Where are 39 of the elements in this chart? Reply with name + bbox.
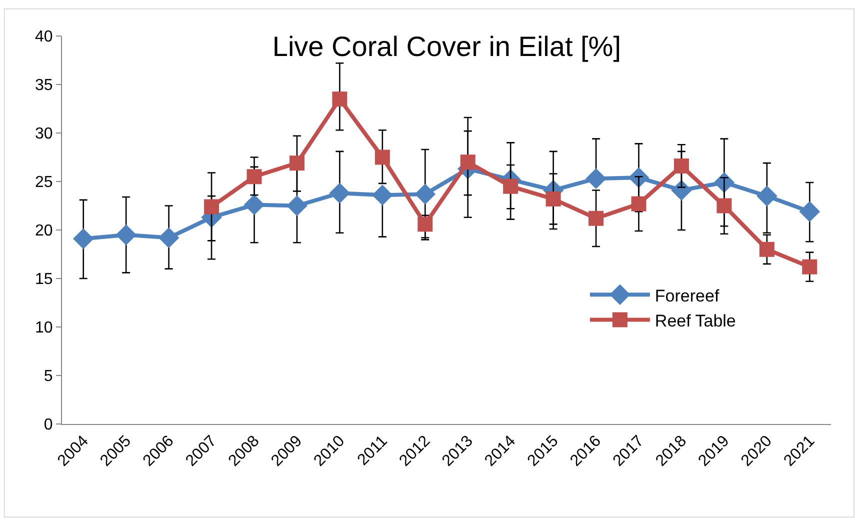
point <box>802 259 818 274</box>
point <box>716 198 732 214</box>
y-tick-label: 20 <box>35 222 53 240</box>
y-tick-label: 25 <box>35 174 53 192</box>
point <box>674 158 689 174</box>
legend-label: Forereef <box>654 286 720 306</box>
chart-title: Live Coral Cover in Eilat [%] <box>272 30 621 62</box>
point <box>374 150 390 165</box>
y-tick-label: 0 <box>44 416 53 434</box>
point <box>289 156 304 171</box>
y-tick-label: 35 <box>35 77 53 94</box>
point <box>671 180 692 201</box>
y-tick-label: 5 <box>44 368 53 386</box>
point <box>72 228 94 250</box>
point <box>503 178 518 194</box>
point <box>329 182 350 204</box>
point <box>799 201 820 222</box>
point <box>158 227 180 248</box>
point <box>588 210 604 226</box>
point <box>586 168 606 189</box>
y-tick-label: 15 <box>35 271 53 288</box>
y-tick-label: 10 <box>35 320 53 337</box>
point <box>460 154 476 170</box>
point <box>286 195 308 216</box>
point <box>546 191 561 206</box>
y-tick-label: 30 <box>35 126 53 143</box>
point <box>372 184 393 206</box>
point <box>759 242 774 257</box>
point <box>332 92 348 107</box>
point <box>246 169 262 184</box>
y-tick-label: 40 <box>35 28 53 46</box>
point <box>204 199 220 214</box>
point <box>631 196 646 212</box>
point <box>414 184 436 205</box>
point <box>418 216 433 232</box>
point <box>244 194 265 216</box>
point <box>756 186 778 206</box>
legend-label: Reef Table <box>654 311 736 330</box>
point <box>116 224 136 246</box>
